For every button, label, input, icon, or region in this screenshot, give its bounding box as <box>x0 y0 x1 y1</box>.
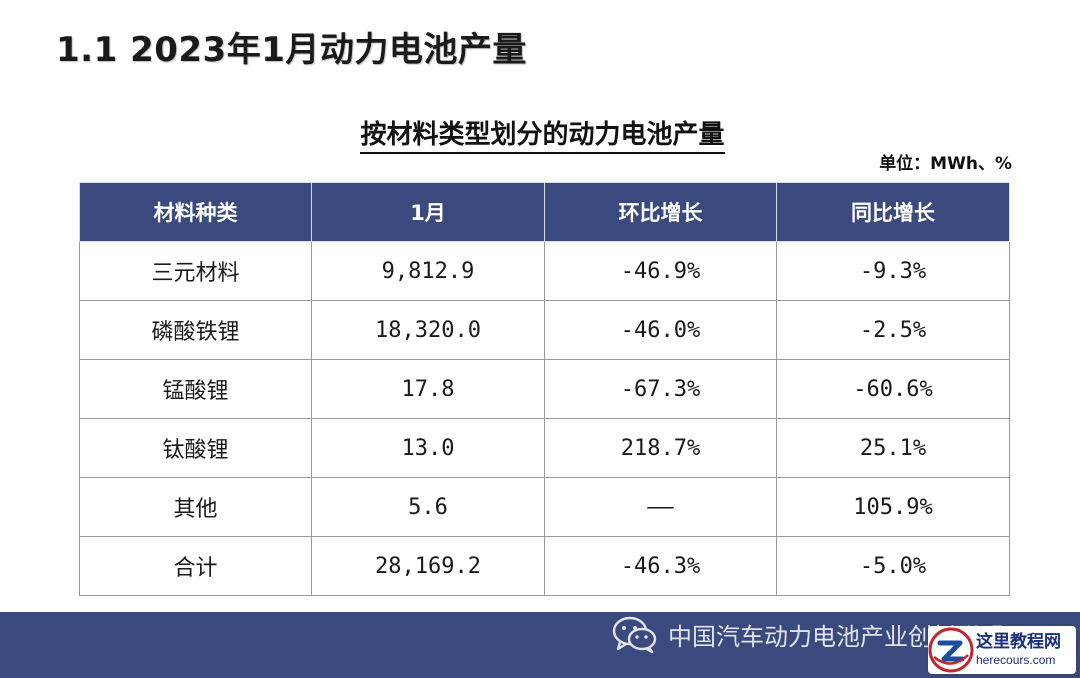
cell-mom-growth: -46.9% <box>544 241 777 301</box>
table-row: 其他 5.6 —— 105.9% <box>79 477 1010 537</box>
cell-yoy-growth: -60.6% <box>776 359 1010 419</box>
header-yoy-growth: 同比增长 <box>776 182 1010 242</box>
cell-yoy-growth: -2.5% <box>776 300 1010 360</box>
cell-yoy-growth: 105.9% <box>776 477 1010 537</box>
cell-material: 锰酸锂 <box>79 359 312 419</box>
table-row: 磷酸铁锂 18,320.0 -46.0% -2.5% <box>79 300 1010 360</box>
cell-january: 9,812.9 <box>311 241 545 301</box>
cell-mom-growth: -67.3% <box>544 359 777 419</box>
cell-mom-growth: —— <box>544 477 777 537</box>
watermark-en: herecours.com <box>976 653 1056 667</box>
watermark: 这里教程网 herecours.com <box>928 626 1076 674</box>
footer-band <box>0 612 1080 678</box>
header-mom-growth: 环比增长 <box>544 182 777 242</box>
header-january: 1月 <box>311 182 545 242</box>
header-material: 材料种类 <box>79 182 312 242</box>
cell-mom-growth: 218.7% <box>544 418 777 478</box>
cell-january: 13.0 <box>311 418 545 478</box>
watermark-cn: 这里教程网 <box>976 632 1061 652</box>
cell-january: 17.8 <box>311 359 545 419</box>
page-title: 1.1 2023年1月动力电池产量 <box>56 30 527 70</box>
table-header-row: 材料种类 1月 环比增长 同比增长 <box>79 182 1010 242</box>
cell-yoy-growth: 25.1% <box>776 418 1010 478</box>
cell-yoy-growth: -9.3% <box>776 241 1010 301</box>
cell-january: 18,320.0 <box>311 300 545 360</box>
table-row: 三元材料 9,812.9 -46.9% -9.3% <box>79 241 1010 301</box>
cell-material: 钛酸锂 <box>79 418 312 478</box>
table-row: 合计 28,169.2 -46.3% -5.0% <box>79 536 1010 596</box>
watermark-logo <box>928 627 974 673</box>
cell-mom-growth: -46.0% <box>544 300 777 360</box>
table-row: 锰酸锂 17.8 -67.3% -60.6% <box>79 359 1010 419</box>
cell-material: 磷酸铁锂 <box>79 300 312 360</box>
table-title-text: 按材料类型划分的动力电池产量 <box>360 120 725 154</box>
cell-january: 28,169.2 <box>311 536 545 596</box>
cell-yoy-growth: -5.0% <box>776 536 1010 596</box>
battery-production-table: 材料种类 1月 环比增长 同比增长 三元材料 9,812.9 -46.9% -9… <box>79 182 1010 596</box>
table-row: 钛酸锂 13.0 218.7% 25.1% <box>79 418 1010 478</box>
unit-label: 单位：MWh、% <box>879 154 1012 174</box>
cell-material: 其他 <box>79 477 312 537</box>
cell-january: 5.6 <box>311 477 545 537</box>
wechat-icon <box>612 616 657 654</box>
cell-material: 合计 <box>79 536 312 596</box>
table-title: 按材料类型划分的动力电池产量 <box>0 114 1080 154</box>
cell-material: 三元材料 <box>79 241 312 301</box>
cell-mom-growth: -46.3% <box>544 536 777 596</box>
